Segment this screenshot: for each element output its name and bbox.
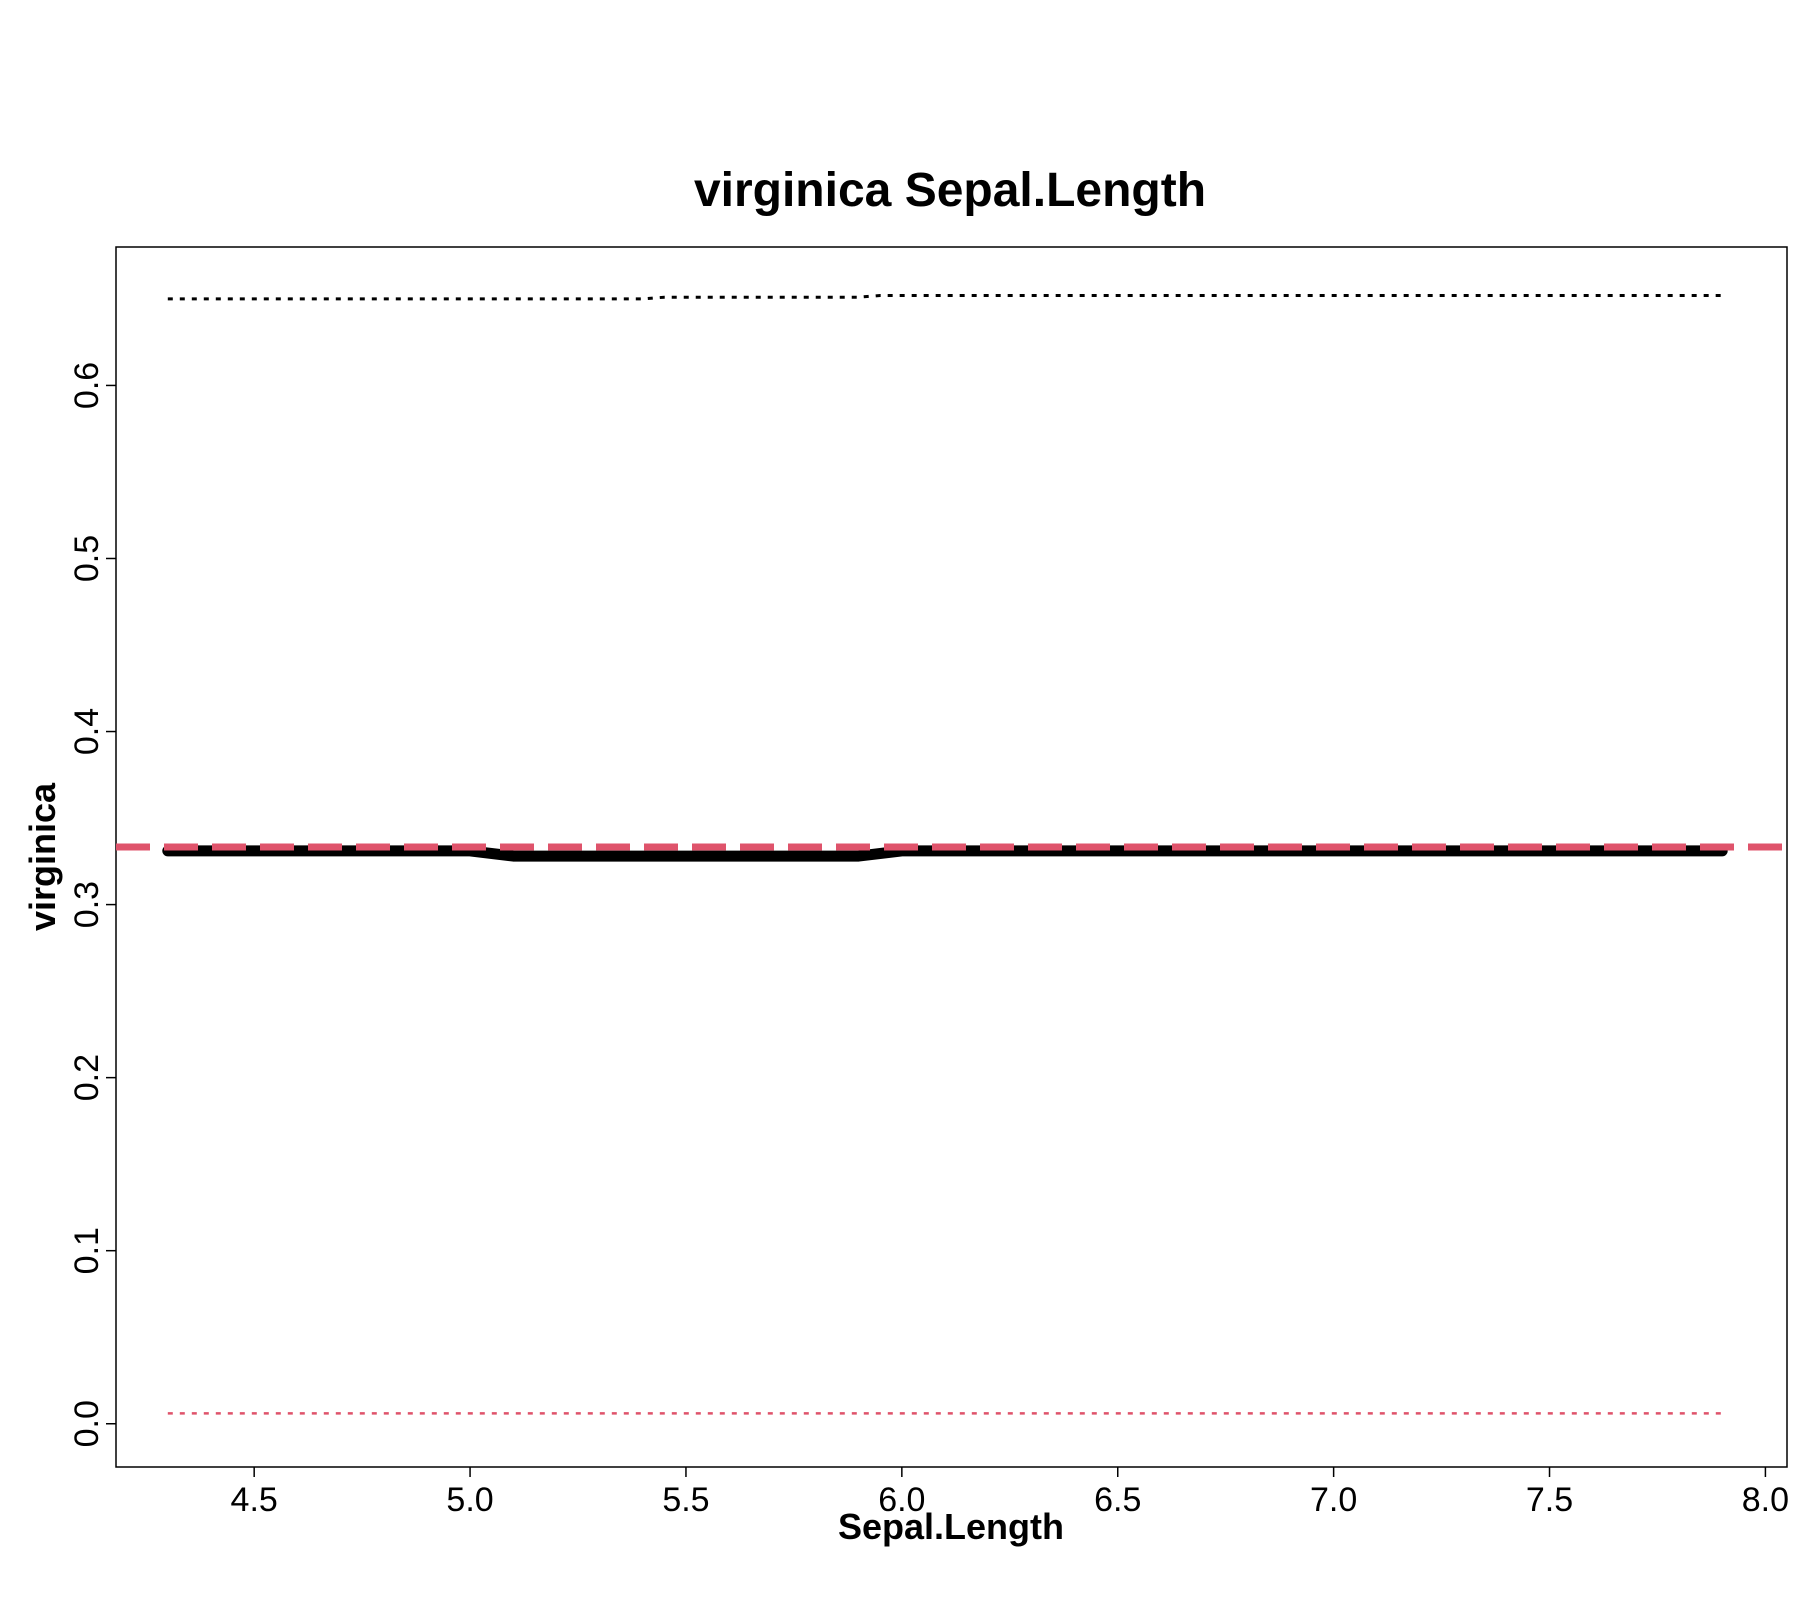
y-tick-label: 0.3	[68, 881, 106, 928]
x-tick-label: 6.5	[1094, 1481, 1141, 1519]
upper-bound-dotted-line	[167, 294, 1723, 301]
x-tick-label: 7.5	[1526, 1481, 1573, 1519]
x-tick-label: 6.0	[878, 1481, 925, 1519]
x-tick-label: 7.0	[1310, 1481, 1357, 1519]
y-tick-label: 0.6	[68, 362, 106, 409]
y-tick-label: 0.0	[68, 1400, 106, 1447]
y-tick-label: 0.5	[68, 535, 106, 582]
y-axis: 0.0 0.1 0.2 0.3 0.4 0.5 0.6	[68, 362, 116, 1447]
y-tick-label: 0.2	[68, 1054, 106, 1101]
x-axis-label: Sepal.Length	[838, 1506, 1064, 1547]
y-tick-label: 0.1	[68, 1227, 106, 1274]
y-tick-label: 0.4	[68, 708, 106, 755]
plot-frame	[115, 246, 1788, 1468]
series-layer	[116, 294, 1787, 1415]
x-tick-label: 5.0	[446, 1481, 493, 1519]
x-axis: 4.5 5.0 5.5 6.0 6.5 7.0 7.5 8.0	[231, 1467, 1789, 1519]
x-tick-label: 4.5	[231, 1481, 278, 1519]
x-tick-label: 8.0	[1742, 1481, 1789, 1519]
estimate-solid-line	[162, 845, 1728, 862]
y-axis-label: virginica	[22, 782, 63, 931]
x-tick-label: 5.5	[662, 1481, 709, 1519]
chart-title: virginica Sepal.Length	[694, 164, 1206, 217]
